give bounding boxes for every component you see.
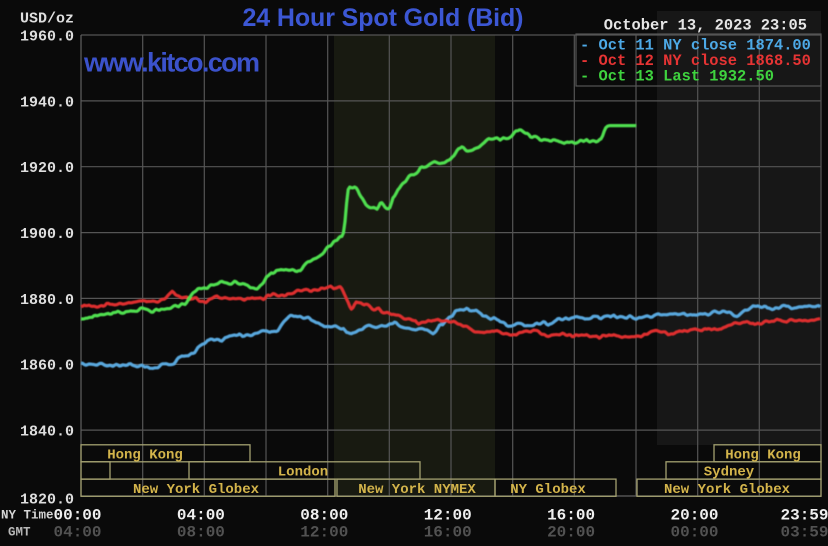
svg-text:04:00: 04:00: [177, 507, 225, 525]
svg-text:23:59: 23:59: [780, 507, 828, 525]
svg-text:12:00: 12:00: [300, 523, 348, 541]
svg-text:1820.0: 1820.0: [20, 491, 74, 508]
svg-text:Hong Kong: Hong Kong: [107, 447, 183, 463]
svg-text:20:00: 20:00: [670, 507, 718, 525]
svg-text:1940.0: 1940.0: [20, 94, 74, 111]
svg-text:1880.0: 1880.0: [20, 292, 74, 309]
svg-text:1860.0: 1860.0: [20, 358, 74, 375]
svg-text:08:00: 08:00: [177, 523, 225, 541]
svg-text:Hong Kong: Hong Kong: [725, 447, 801, 463]
svg-text:1920.0: 1920.0: [20, 160, 74, 177]
svg-text:20:00: 20:00: [547, 523, 595, 541]
svg-text:NY Time: NY Time: [1, 509, 54, 523]
svg-text:08:00: 08:00: [300, 507, 348, 525]
svg-text:03:59: 03:59: [780, 523, 828, 541]
svg-text:New York Globex: New York Globex: [133, 482, 260, 498]
svg-text:1960.0: 1960.0: [20, 28, 74, 45]
svg-text:16:00: 16:00: [424, 523, 472, 541]
svg-text:New York NYMEX: New York NYMEX: [358, 482, 476, 498]
svg-text:1900.0: 1900.0: [20, 226, 74, 243]
svg-text:1840.0: 1840.0: [20, 424, 74, 441]
svg-text:- Oct 11 NY close 1874.00: - Oct 11 NY close 1874.00: [580, 37, 811, 55]
svg-text:04:00: 04:00: [53, 523, 101, 541]
svg-text:- Oct 13 Last 1932.50: - Oct 13 Last 1932.50: [580, 68, 774, 86]
svg-text:NY Globex: NY Globex: [510, 482, 586, 498]
svg-text:GMT: GMT: [8, 526, 31, 540]
svg-text:24 Hour Spot Gold (Bid): 24 Hour Spot Gold (Bid): [243, 4, 524, 32]
svg-text:www.kitco.com: www.kitco.com: [83, 48, 260, 78]
svg-text:USD/oz: USD/oz: [20, 11, 74, 28]
svg-text:12:00: 12:00: [424, 507, 472, 525]
svg-text:October 13, 2023 23:05: October 13, 2023 23:05: [604, 17, 807, 35]
svg-text:00:00: 00:00: [53, 507, 101, 525]
svg-text:00:00: 00:00: [670, 523, 718, 541]
svg-text:London: London: [278, 465, 328, 481]
svg-text:- Oct 12 NY close 1868.50: - Oct 12 NY close 1868.50: [580, 52, 811, 70]
svg-text:New York Globex: New York Globex: [664, 482, 791, 498]
svg-text:16:00: 16:00: [547, 507, 595, 525]
svg-text:Sydney: Sydney: [704, 465, 755, 481]
